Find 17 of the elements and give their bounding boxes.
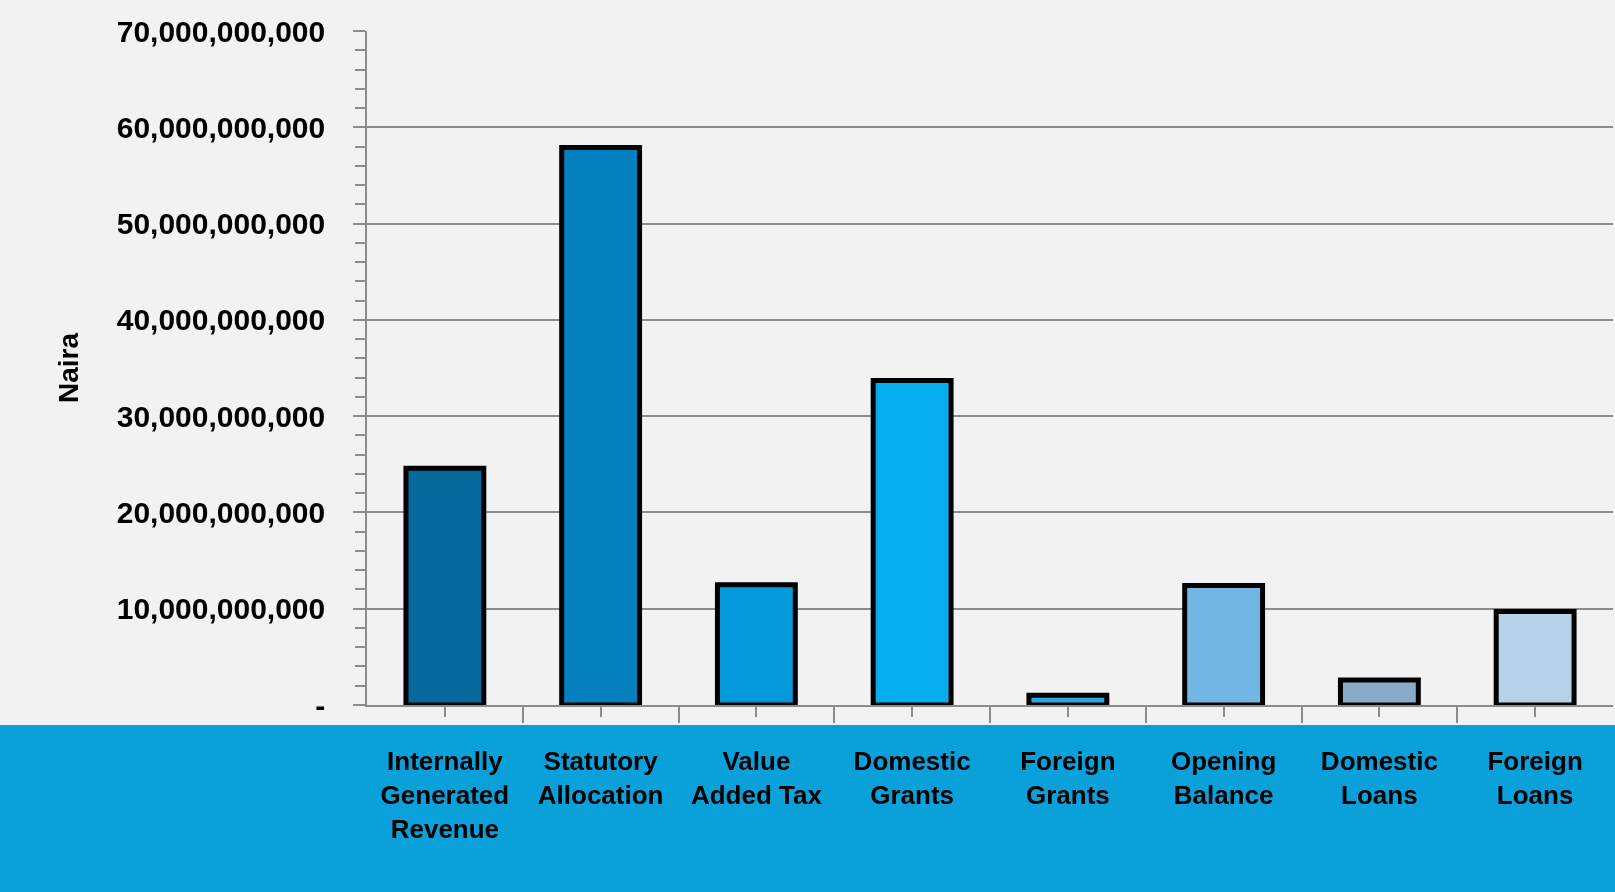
x-tick-label: Statutory Allocation <box>537 745 664 810</box>
x-tick-label: Opening Balance <box>1170 745 1277 810</box>
y-tick-label: 40,000,000,000 <box>116 303 326 337</box>
x-tick-label: Domestic Loans <box>1320 745 1438 810</box>
y-tick-label: 20,000,000,000 <box>116 495 326 529</box>
y-tick-label: 60,000,000,000 <box>116 110 326 144</box>
x-tick-label: Domestic Grants <box>853 745 971 810</box>
y-tick-label: 30,000,000,000 <box>116 399 326 433</box>
y-tick-label: 50,000,000,000 <box>116 207 326 241</box>
x-tick-label: Foreign Grants <box>1020 745 1116 810</box>
y-tick-label: - <box>315 688 326 722</box>
y-tick-label: 70,000,000,000 <box>116 14 326 48</box>
y-tick-label: 10,000,000,000 <box>116 592 326 626</box>
x-tick-label: Foreign Loans <box>1487 745 1583 810</box>
x-tick-label: Internally Generated Revenue <box>380 745 510 844</box>
y-axis-title: Naira <box>52 332 84 404</box>
x-tick-label: Value Added Tax <box>690 745 823 810</box>
